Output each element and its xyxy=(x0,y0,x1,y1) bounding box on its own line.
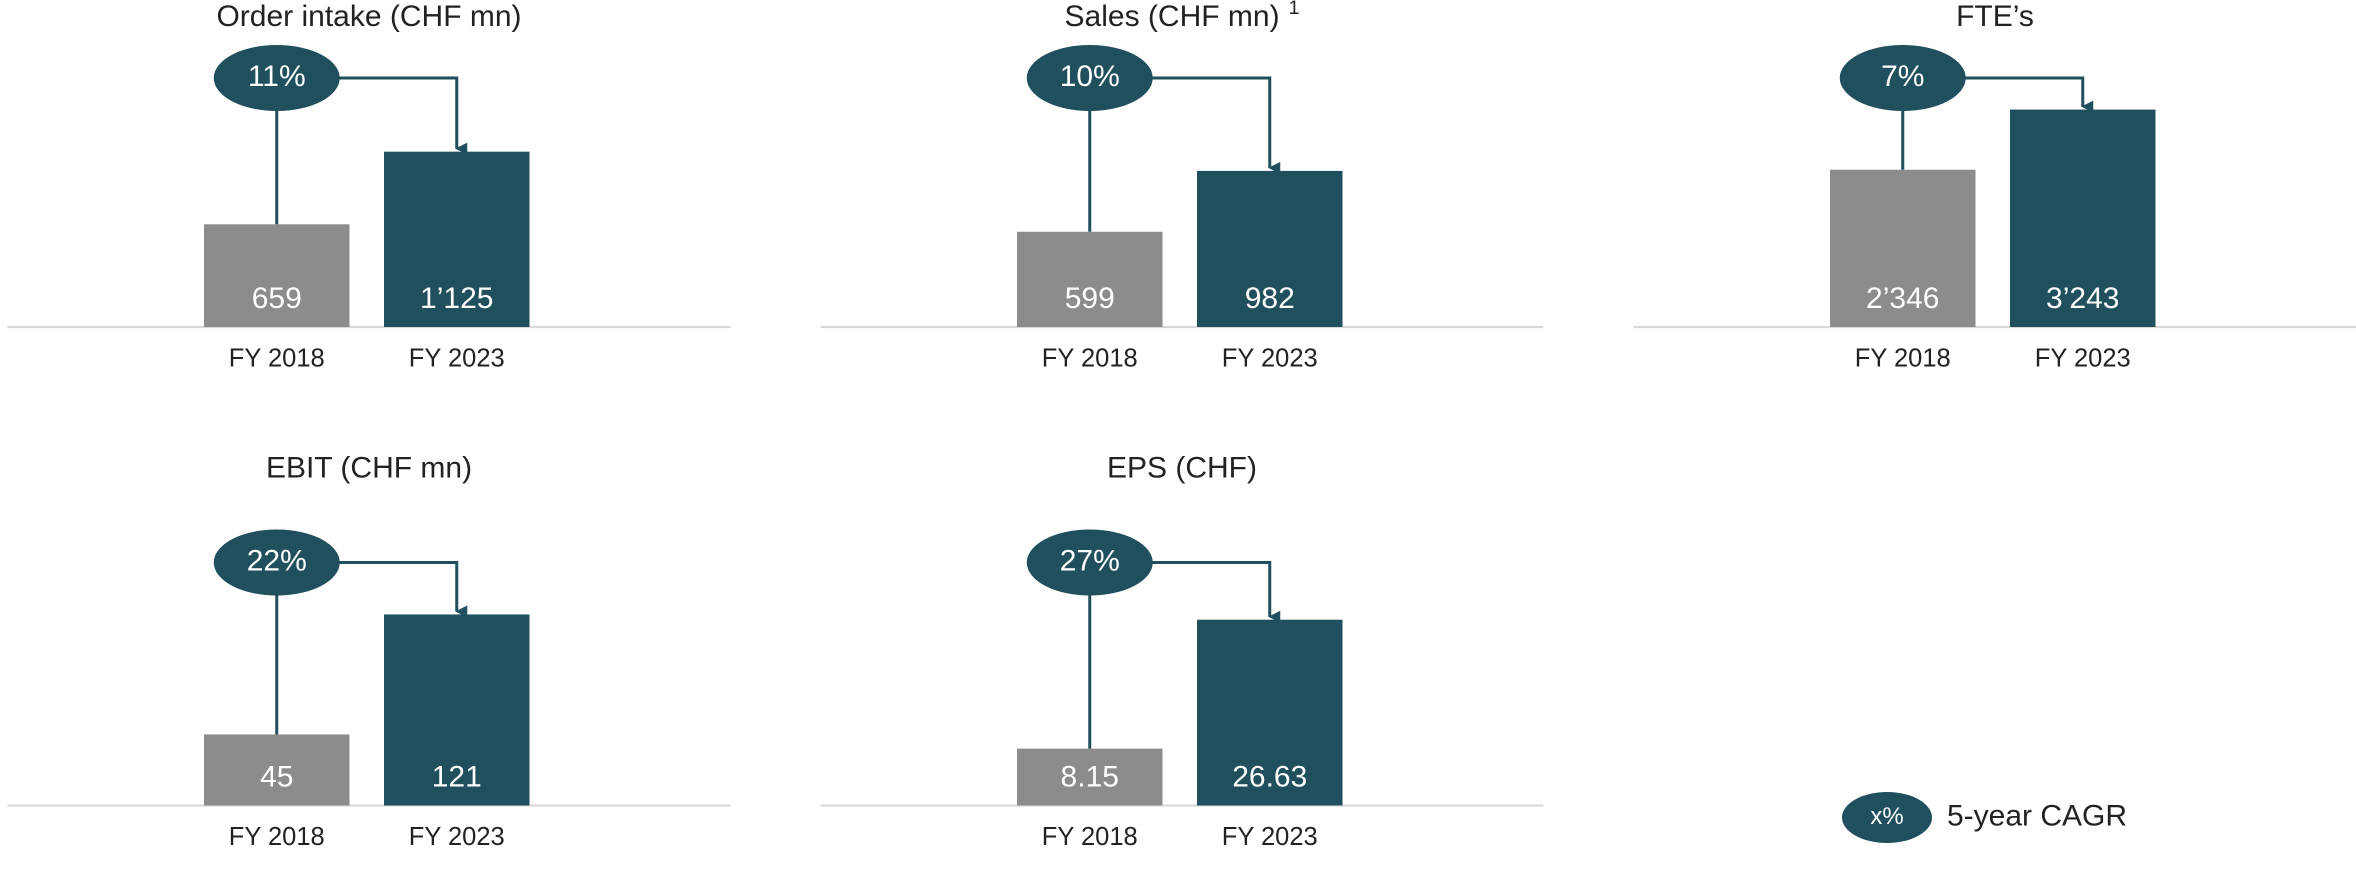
x-tick-label: FY 2023 xyxy=(1222,345,1318,373)
cagr-label: 22% xyxy=(247,544,307,577)
cagr-bubble xyxy=(1026,529,1153,596)
bar xyxy=(204,224,350,327)
bar xyxy=(384,614,530,806)
bar xyxy=(1830,169,1976,327)
title-text: EBIT (CHF mn) xyxy=(266,451,472,484)
x-tick-label: FY 2023 xyxy=(409,823,505,851)
bar xyxy=(1197,170,1343,327)
chart-title: FTE’s xyxy=(1956,0,2034,33)
x-tick-label: FY 2018 xyxy=(1042,823,1138,851)
value-label: 2’346 xyxy=(1866,282,1939,315)
cagr-bubble xyxy=(1839,45,1966,111)
cagr-bubble xyxy=(213,529,340,596)
value-label: 26.63 xyxy=(1232,760,1307,793)
bar xyxy=(384,151,530,327)
value-label: 599 xyxy=(1065,282,1115,315)
cagr-label: 7% xyxy=(1881,60,1924,93)
x-tick-label: FY 2023 xyxy=(409,345,505,373)
legend-label: 5-year CAGR xyxy=(1947,799,2127,832)
x-tick-label: FY 2018 xyxy=(1855,345,1951,373)
x-tick-label: FY 2023 xyxy=(2035,345,2131,373)
x-tick-label: FY 2018 xyxy=(1042,345,1138,373)
cagr-bubble xyxy=(213,45,340,111)
value-label: 982 xyxy=(1245,282,1295,315)
value-label: 659 xyxy=(252,282,302,315)
cagr-label: 27% xyxy=(1060,544,1120,577)
x-tick-label: FY 2018 xyxy=(229,823,325,851)
value-label: 8.15 xyxy=(1061,760,1119,793)
chart-title: Sales (CHF mn) 1 xyxy=(1065,0,1300,33)
content: Order intake (CHF mn) 659 FY 2018 1’125 FY 2… xyxy=(7,0,2356,851)
value-label: 1’125 xyxy=(420,282,493,315)
chart-title: EBIT (CHF mn) xyxy=(266,451,472,484)
x-tick-label: FY 2023 xyxy=(1222,823,1318,851)
title-text: Order intake (CHF mn) xyxy=(216,0,521,33)
chart-title: EPS (CHF) xyxy=(1107,451,1257,484)
legend-bubble xyxy=(1842,792,1932,843)
bar xyxy=(1017,748,1163,806)
title-text: EPS (CHF) xyxy=(1107,451,1257,484)
value-label: 121 xyxy=(432,760,482,793)
chart-title: Order intake (CHF mn) xyxy=(216,0,521,33)
legend-symbol: x% xyxy=(1870,803,1903,830)
cagr-label: 11% xyxy=(248,60,306,93)
x-tick-label: FY 2018 xyxy=(229,345,325,373)
bar xyxy=(2010,109,2156,327)
cagr-bubble xyxy=(1026,45,1153,111)
title-text: FTE’s xyxy=(1956,0,2034,33)
bar xyxy=(204,734,350,806)
cagr-label: 10% xyxy=(1060,60,1120,93)
title-text: Sales (CHF mn) xyxy=(1065,0,1280,33)
value-label: 3’243 xyxy=(2046,282,2119,315)
bar xyxy=(1197,619,1343,806)
footnote-marker: 1 xyxy=(1289,0,1300,19)
bar xyxy=(1017,231,1163,327)
value-label: 45 xyxy=(260,760,293,793)
